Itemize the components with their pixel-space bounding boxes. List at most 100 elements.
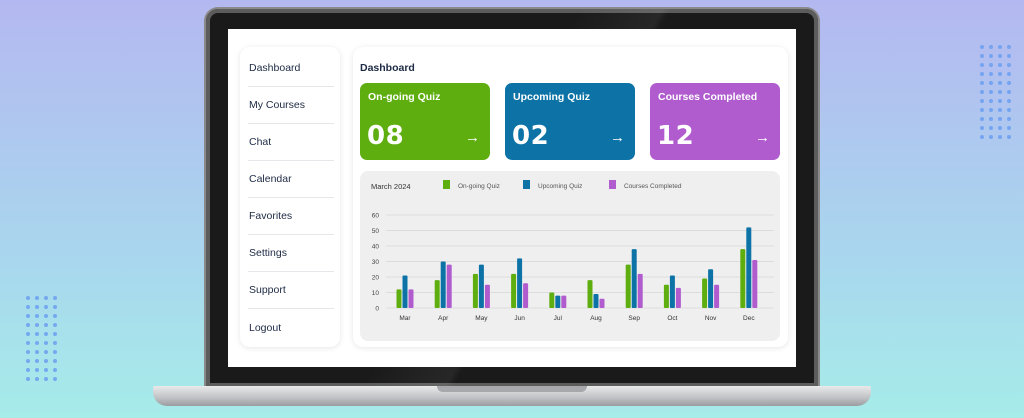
dot — [1007, 63, 1011, 67]
sidebar-item-settings[interactable]: Settings — [248, 235, 334, 272]
dot — [26, 377, 30, 381]
x-tick-label: Nov — [705, 315, 717, 322]
dot — [53, 305, 57, 309]
bar-courses-completed — [714, 284, 720, 308]
arrow-right-icon[interactable]: → — [465, 129, 480, 146]
sidebar-item-dashboard[interactable]: Dashboard — [248, 50, 334, 87]
dot — [44, 305, 48, 309]
card-label: Courses Completed — [658, 91, 758, 103]
sidebar-item-calendar[interactable]: Calendar — [248, 161, 334, 198]
decorative-dots-top-right — [980, 45, 1011, 139]
bar-upcoming-quiz — [593, 294, 599, 308]
bar-upcoming-quiz — [746, 227, 752, 308]
card-ongoing-quiz[interactable]: On-going Quiz 08 → — [360, 83, 490, 160]
dot — [44, 350, 48, 354]
legend-swatch — [443, 180, 450, 189]
x-tick-label: Dec — [743, 315, 755, 322]
dot — [998, 90, 1002, 94]
dot — [1007, 81, 1011, 85]
dot — [980, 108, 984, 112]
bar-on-going-quiz — [587, 280, 593, 308]
bar-courses-completed — [408, 289, 414, 308]
dot — [26, 359, 30, 363]
x-tick-label: Aug — [590, 315, 602, 322]
dot — [35, 305, 39, 309]
dot — [26, 341, 30, 345]
sidebar-item-logout[interactable]: Logout — [249, 321, 282, 334]
legend-swatch — [609, 180, 616, 189]
dot — [53, 350, 57, 354]
dot — [980, 126, 984, 130]
dot — [1007, 90, 1011, 94]
dot — [980, 45, 984, 49]
app-screen: Dashboard My Courses Chat Calendar Favor… — [228, 29, 796, 367]
dot — [998, 72, 1002, 76]
card-courses-completed[interactable]: Courses Completed 12 → — [650, 83, 780, 160]
page-title: Dashboard — [360, 62, 415, 74]
dot — [26, 350, 30, 354]
x-tick-label: Mar — [399, 315, 411, 322]
dot — [989, 108, 993, 112]
dot — [26, 368, 30, 372]
dot — [53, 296, 57, 300]
x-tick-label: Oct — [667, 315, 677, 322]
bar-on-going-quiz — [702, 278, 708, 308]
dot — [989, 126, 993, 130]
sidebar-item-chat[interactable]: Chat — [248, 124, 334, 161]
dot — [53, 341, 57, 345]
dot — [980, 72, 984, 76]
dot — [26, 296, 30, 300]
dot — [53, 377, 57, 381]
dot — [980, 99, 984, 103]
arrow-right-icon[interactable]: → — [755, 129, 770, 146]
x-tick-label: Jun — [514, 315, 525, 322]
card-upcoming-quiz[interactable]: Upcoming Quiz 02 → — [505, 83, 635, 160]
dot — [26, 305, 30, 309]
y-tick-label: 60 — [372, 213, 380, 220]
dot — [998, 99, 1002, 103]
dot — [44, 377, 48, 381]
y-tick-label: 50 — [372, 228, 380, 235]
dot — [44, 341, 48, 345]
bar-upcoming-quiz — [555, 295, 561, 308]
legend-swatch — [523, 180, 530, 189]
x-tick-label: Sep — [628, 315, 640, 322]
dot — [1007, 135, 1011, 139]
dot — [980, 135, 984, 139]
card-value: 08 — [367, 121, 405, 151]
dot — [989, 72, 993, 76]
dot — [35, 332, 39, 336]
dot — [1007, 72, 1011, 76]
arrow-right-icon[interactable]: → — [610, 129, 625, 146]
dot — [989, 45, 993, 49]
dot — [989, 54, 993, 58]
x-tick-label: May — [475, 315, 488, 322]
card-label: On-going Quiz — [368, 91, 441, 103]
dot — [998, 108, 1002, 112]
dot — [980, 117, 984, 121]
dot — [980, 63, 984, 67]
dot — [989, 99, 993, 103]
legend-label: On-going Quiz — [458, 183, 500, 190]
bar-upcoming-quiz — [669, 275, 675, 308]
dot — [35, 323, 39, 327]
y-tick-label: 40 — [372, 244, 380, 251]
y-tick-label: 10 — [372, 290, 380, 297]
laptop-base-notch — [437, 386, 587, 392]
bar-courses-completed — [675, 287, 681, 308]
dot — [44, 359, 48, 363]
sidebar-item-support[interactable]: Support — [248, 272, 334, 309]
sidebar-item-favorites[interactable]: Favorites — [248, 198, 334, 235]
bar-courses-completed — [484, 284, 490, 308]
dot — [989, 135, 993, 139]
dot — [989, 90, 993, 94]
dot — [1007, 54, 1011, 58]
bar-courses-completed — [599, 298, 605, 308]
dot — [26, 323, 30, 327]
sidebar-item-my-courses[interactable]: My Courses — [248, 87, 334, 124]
bar-on-going-quiz — [434, 280, 440, 308]
dot — [53, 359, 57, 363]
bar-upcoming-quiz — [478, 264, 484, 308]
legend-label: Upcoming Quiz — [538, 183, 582, 190]
card-label: Upcoming Quiz — [513, 91, 590, 103]
